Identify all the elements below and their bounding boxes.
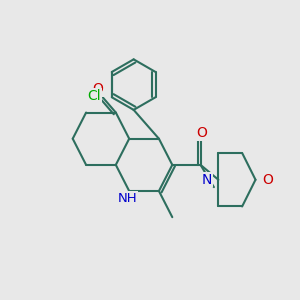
Text: N: N — [201, 173, 212, 187]
Text: O: O — [92, 82, 104, 96]
Text: Cl: Cl — [88, 89, 101, 103]
Text: O: O — [196, 126, 208, 140]
Text: O: O — [262, 173, 273, 187]
Text: NH: NH — [118, 192, 137, 205]
